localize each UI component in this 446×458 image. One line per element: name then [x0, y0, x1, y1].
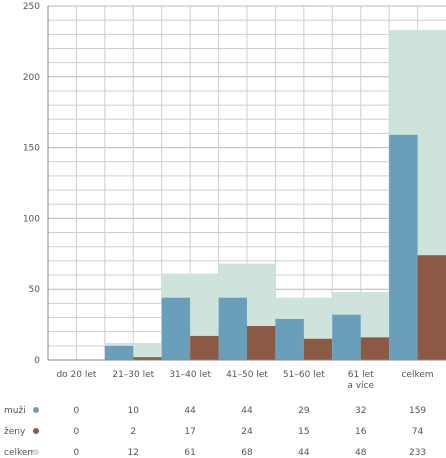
table-cell: 24: [241, 427, 253, 437]
x-tick-label: 51–60 let: [283, 370, 325, 380]
table-cell: 0: [74, 427, 80, 437]
x-tick-label: 61 let: [348, 370, 374, 380]
y-tick-label: 250: [23, 2, 40, 12]
bar-zeny: [360, 337, 390, 360]
table-cell: 159: [409, 406, 426, 416]
x-tick-label: celkem: [401, 370, 433, 380]
x-tick-label: do 20 let: [56, 370, 96, 380]
bar-zeny: [190, 335, 219, 360]
y-tick-label: 0: [34, 356, 40, 366]
table-series-marker: [33, 407, 39, 413]
table-series-marker: [33, 449, 39, 455]
bar-muzi: [218, 297, 247, 360]
x-tick-label: 41–50 let: [226, 370, 268, 380]
table-cell: 0: [74, 448, 80, 458]
y-tick-label: 100: [23, 214, 40, 224]
table-cell: 233: [409, 448, 426, 458]
table-cell: 12: [128, 448, 139, 458]
x-tick-label: a více: [347, 381, 374, 391]
bars: [104, 30, 446, 361]
bar-zeny: [417, 255, 446, 360]
table-cell: 44: [298, 448, 310, 458]
bar-muzi: [389, 134, 418, 360]
axes: [47, 6, 446, 361]
table-cell: 0: [74, 406, 80, 416]
table-cell: 17: [184, 427, 195, 437]
table-cell: 2: [130, 427, 136, 437]
bar-zeny: [247, 326, 276, 360]
bar-muzi: [161, 297, 191, 360]
table-series-marker: [33, 428, 39, 434]
table-cell: 16: [355, 427, 367, 437]
bar-zeny: [133, 357, 162, 360]
table-cell: 44: [184, 406, 196, 416]
table-cell: 32: [355, 406, 366, 416]
table-series-name: ženy: [4, 427, 26, 437]
table-cell: 48: [355, 448, 367, 458]
table-cell: 10: [128, 406, 140, 416]
y-axis-labels: 0 50 100 150 200 250: [23, 2, 40, 366]
y-tick-label: 50: [29, 285, 41, 295]
data-table: muži 0 10 44 44 29 32 159 ženy 0 2 17 24 15 16 74 celkem…: [4, 406, 426, 458]
table-cell: 29: [298, 406, 310, 416]
table-cell: 15: [298, 427, 309, 437]
bar-muzi: [104, 345, 134, 360]
table-series-name: celkem: [4, 448, 36, 458]
x-tick-label: 21–30 let: [112, 370, 154, 380]
x-axis-labels: do 20 let 21–30 let 31–40 let 41–50 let 51–6…: [56, 370, 433, 391]
y-tick-label: 150: [23, 144, 40, 154]
table-cell: 61: [184, 448, 195, 458]
table-cell: 68: [241, 448, 253, 458]
y-tick-label: 200: [23, 73, 40, 83]
table-cell: 74: [412, 427, 424, 437]
table-series-name: muži: [4, 406, 26, 416]
bar-muzi: [332, 314, 361, 360]
table-cell: 44: [241, 406, 253, 416]
x-tick-label: 31–40 let: [169, 370, 211, 380]
bar-zeny: [303, 338, 333, 360]
bar-muzi: [275, 318, 304, 360]
